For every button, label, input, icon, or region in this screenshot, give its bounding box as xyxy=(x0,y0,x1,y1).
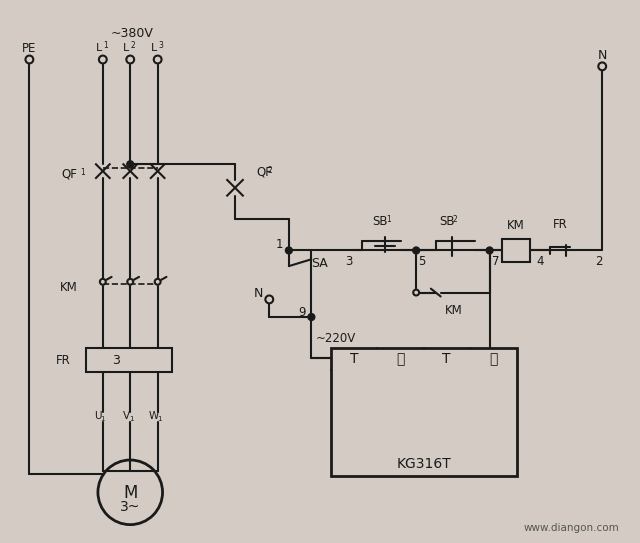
Text: 3: 3 xyxy=(158,41,163,50)
Circle shape xyxy=(127,161,134,168)
Text: PE: PE xyxy=(22,42,36,55)
Circle shape xyxy=(266,295,273,304)
Text: KM: KM xyxy=(445,304,462,317)
Text: L: L xyxy=(123,43,129,53)
Text: KM: KM xyxy=(507,219,525,232)
Text: 3: 3 xyxy=(111,353,120,367)
Bar xyxy=(86,349,172,372)
Text: 9: 9 xyxy=(298,306,305,319)
Text: 3: 3 xyxy=(346,255,353,268)
Text: FR: FR xyxy=(553,218,568,231)
Circle shape xyxy=(155,279,161,285)
Text: M: M xyxy=(123,484,138,502)
Text: 4: 4 xyxy=(536,255,544,268)
Circle shape xyxy=(598,62,606,70)
Text: ~220V: ~220V xyxy=(316,332,356,345)
Bar xyxy=(331,349,517,476)
Text: 出: 出 xyxy=(490,352,498,366)
Text: U: U xyxy=(94,411,102,421)
Text: 进: 进 xyxy=(396,352,404,366)
Circle shape xyxy=(413,247,420,254)
Text: QF: QF xyxy=(61,168,77,181)
Text: 2: 2 xyxy=(131,41,136,50)
Text: SA: SA xyxy=(312,257,328,270)
Text: ~380V: ~380V xyxy=(111,27,154,40)
Text: 1: 1 xyxy=(157,416,162,422)
Text: T: T xyxy=(442,352,451,366)
Text: T: T xyxy=(350,352,359,366)
Text: 2: 2 xyxy=(268,166,273,175)
Circle shape xyxy=(126,55,134,64)
Text: KG316T: KG316T xyxy=(397,457,451,471)
Text: 7: 7 xyxy=(492,255,499,268)
Text: QF: QF xyxy=(257,166,273,179)
Circle shape xyxy=(127,279,133,285)
Text: www.diangon.com: www.diangon.com xyxy=(524,522,620,533)
Text: FR: FR xyxy=(56,353,70,367)
Text: 1: 1 xyxy=(104,41,108,50)
Text: 5: 5 xyxy=(418,255,426,268)
Bar xyxy=(502,239,530,262)
Text: KM: KM xyxy=(60,281,77,294)
Text: V: V xyxy=(123,411,130,421)
Circle shape xyxy=(99,55,107,64)
Circle shape xyxy=(154,55,161,64)
Text: 3~: 3~ xyxy=(120,500,140,514)
Text: 1: 1 xyxy=(80,168,84,176)
Circle shape xyxy=(26,55,33,64)
Text: L: L xyxy=(96,43,102,53)
Circle shape xyxy=(308,314,315,320)
Circle shape xyxy=(285,247,292,254)
Circle shape xyxy=(413,289,419,295)
Text: 1: 1 xyxy=(129,416,134,422)
Text: 2: 2 xyxy=(453,214,458,224)
Text: 2: 2 xyxy=(595,255,603,268)
Text: SB: SB xyxy=(372,214,388,228)
Text: 1: 1 xyxy=(100,416,105,422)
Text: SB: SB xyxy=(439,214,454,228)
Text: N: N xyxy=(598,49,607,62)
Text: 1: 1 xyxy=(387,214,391,224)
Text: N: N xyxy=(254,287,263,300)
Text: W: W xyxy=(148,411,159,421)
Circle shape xyxy=(486,247,493,254)
Text: L: L xyxy=(150,43,157,53)
Text: 1: 1 xyxy=(275,238,283,251)
Circle shape xyxy=(100,279,106,285)
